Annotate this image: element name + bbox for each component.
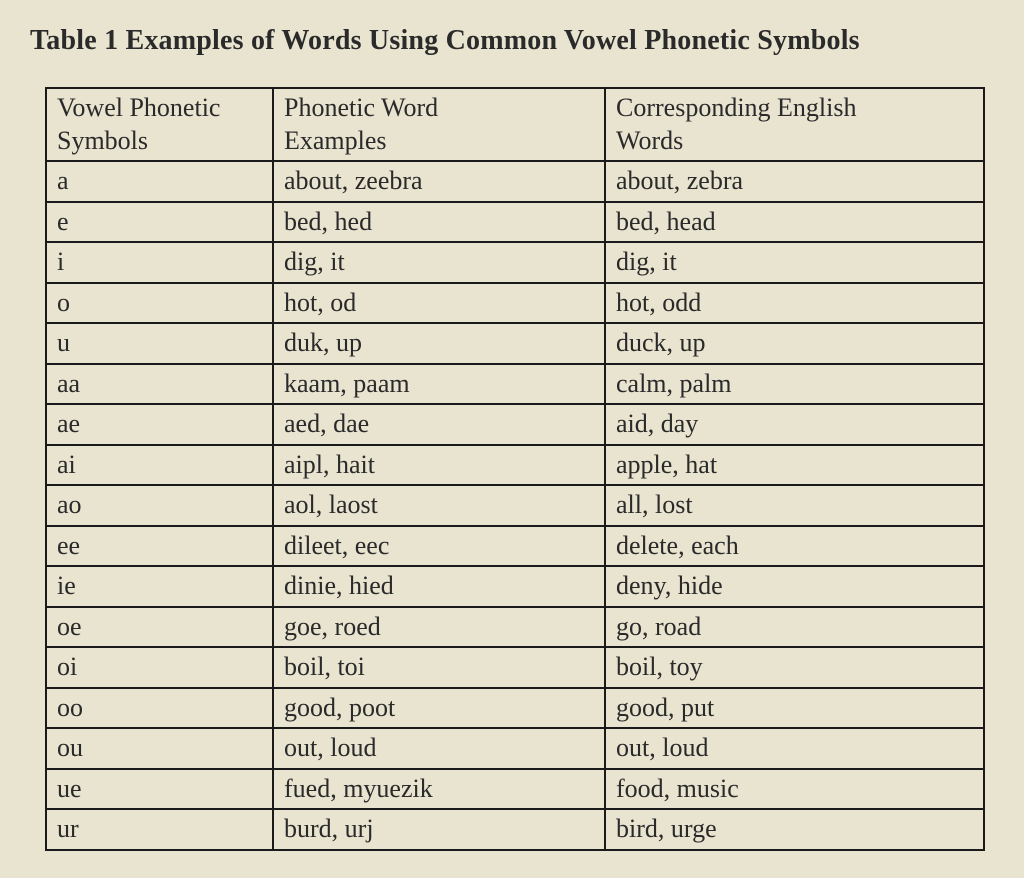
table-cell: dig, it: [273, 242, 605, 283]
table-cell: burd, urj: [273, 809, 605, 850]
table-cell: fued, myuezik: [273, 769, 605, 810]
table-cell: aa: [46, 364, 273, 405]
table-row: aakaam, paamcalm, palm: [46, 364, 984, 405]
table-cell: duk, up: [273, 323, 605, 364]
table-cell: ao: [46, 485, 273, 526]
phonetic-table: Vowel Phonetic Symbols Phonetic Word Exa…: [45, 87, 985, 851]
table-cell: good, poot: [273, 688, 605, 729]
table-cell: aid, day: [605, 404, 984, 445]
table-cell: aol, laost: [273, 485, 605, 526]
table-cell: good, put: [605, 688, 984, 729]
table-row: oiboil, toiboil, toy: [46, 647, 984, 688]
table-cell: food, music: [605, 769, 984, 810]
table-cell: goe, roed: [273, 607, 605, 648]
column-header-symbols: Vowel Phonetic Symbols: [46, 88, 273, 161]
table-row: eedileet, eecdelete, each: [46, 526, 984, 567]
table-cell: all, lost: [605, 485, 984, 526]
table-cell: kaam, paam: [273, 364, 605, 405]
table-cell: hot, odd: [605, 283, 984, 324]
table-cell: oo: [46, 688, 273, 729]
table-cell: oi: [46, 647, 273, 688]
table-cell: delete, each: [605, 526, 984, 567]
table-cell: dinie, hied: [273, 566, 605, 607]
header-line: Vowel Phonetic: [57, 93, 220, 122]
table-row: idig, itdig, it: [46, 242, 984, 283]
table-row: ohot, odhot, odd: [46, 283, 984, 324]
table-cell: duck, up: [605, 323, 984, 364]
table-cell: bed, head: [605, 202, 984, 243]
header-line: Phonetic Word: [284, 93, 438, 122]
header-line: Symbols: [57, 126, 148, 155]
table-row: uefued, myuezikfood, music: [46, 769, 984, 810]
column-header-examples: Phonetic Word Examples: [273, 88, 605, 161]
table-cell: e: [46, 202, 273, 243]
table-cell: about, zebra: [605, 161, 984, 202]
table-row: aoaol, laostall, lost: [46, 485, 984, 526]
header-line: Corresponding English: [616, 93, 857, 122]
table-body: aabout, zeebraabout, zebraebed, hedbed, …: [46, 161, 984, 850]
table-cell: go, road: [605, 607, 984, 648]
table-cell: bird, urge: [605, 809, 984, 850]
table-cell: calm, palm: [605, 364, 984, 405]
table-row: oogood, pootgood, put: [46, 688, 984, 729]
table-cell: aed, dae: [273, 404, 605, 445]
table-cell: dileet, eec: [273, 526, 605, 567]
table-header-row: Vowel Phonetic Symbols Phonetic Word Exa…: [46, 88, 984, 161]
table-row: oegoe, roedgo, road: [46, 607, 984, 648]
table-cell: oe: [46, 607, 273, 648]
table-cell: boil, toy: [605, 647, 984, 688]
table-row: aeaed, daeaid, day: [46, 404, 984, 445]
table-row: aabout, zeebraabout, zebra: [46, 161, 984, 202]
table-cell: about, zeebra: [273, 161, 605, 202]
table-cell: o: [46, 283, 273, 324]
table-cell: u: [46, 323, 273, 364]
table-cell: ou: [46, 728, 273, 769]
table-row: ouout, loudout, loud: [46, 728, 984, 769]
table-cell: ai: [46, 445, 273, 486]
table-cell: ur: [46, 809, 273, 850]
table-cell: bed, hed: [273, 202, 605, 243]
table-cell: apple, hat: [605, 445, 984, 486]
table-row: aiaipl, haitapple, hat: [46, 445, 984, 486]
table-cell: ie: [46, 566, 273, 607]
table-cell: boil, toi: [273, 647, 605, 688]
table-row: iedinie, hieddeny, hide: [46, 566, 984, 607]
table-cell: dig, it: [605, 242, 984, 283]
table-cell: deny, hide: [605, 566, 984, 607]
column-header-english: Corresponding English Words: [605, 88, 984, 161]
table-cell: ae: [46, 404, 273, 445]
table-row: ebed, hedbed, head: [46, 202, 984, 243]
table-cell: ee: [46, 526, 273, 567]
header-line: Words: [616, 126, 683, 155]
table-cell: aipl, hait: [273, 445, 605, 486]
table-cell: ue: [46, 769, 273, 810]
table-row: uduk, upduck, up: [46, 323, 984, 364]
table-cell: out, loud: [605, 728, 984, 769]
table-cell: out, loud: [273, 728, 605, 769]
table-cell: a: [46, 161, 273, 202]
header-line: Examples: [284, 126, 387, 155]
table-title: Table 1 Examples of Words Using Common V…: [30, 25, 994, 57]
table-row: urburd, urjbird, urge: [46, 809, 984, 850]
table-cell: i: [46, 242, 273, 283]
table-cell: hot, od: [273, 283, 605, 324]
